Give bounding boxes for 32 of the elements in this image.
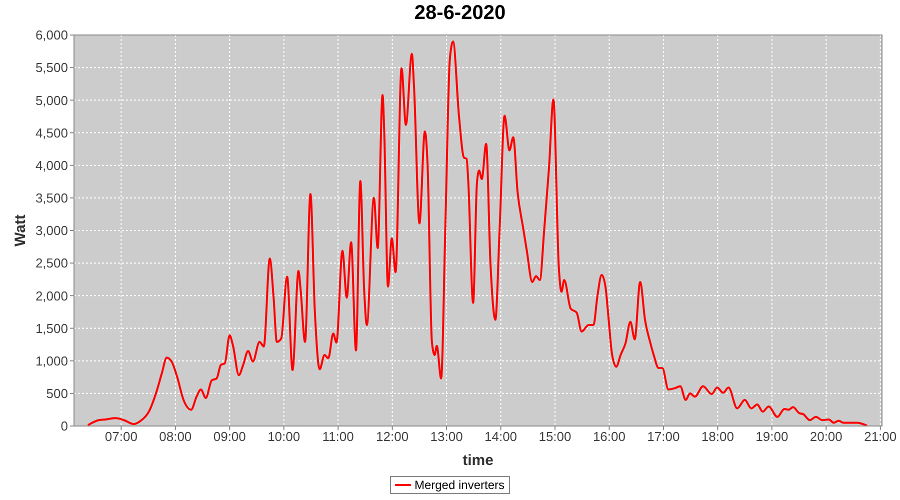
x-tick-label: 19:00 [756,429,788,444]
x-tick-label: 12:00 [376,429,409,444]
y-tick-label: 1,500 [35,320,68,336]
x-tick-label: 14:00 [484,429,518,444]
y-tick-label: 5,500 [35,60,68,76]
y-tick-label: 4,500 [35,125,68,140]
x-tick-label: 09:00 [213,429,246,444]
x-axis-title: time [462,452,494,469]
chart-title: 28-6-2020 [413,2,507,25]
y-axis-title: Watt [12,214,28,246]
y-tick-label: 3,500 [35,190,68,206]
y-tick-label: 2,500 [35,256,68,271]
y-tick-label: 3,000 [35,223,68,238]
x-tick-label: 18:00 [701,429,734,444]
x-tick-label: 20:00 [810,429,842,444]
legend-label: Merged inverters [414,478,505,492]
x-tick-label: 08:00 [159,429,192,444]
y-tick-label: 4,000 [35,158,68,173]
y-tick-label: 2,000 [35,288,68,304]
x-tick-label: 10:00 [268,429,300,444]
y-tick-label: 5,000 [35,92,68,108]
x-tick-label: 16:00 [592,429,626,444]
x-tick-label: 07:00 [104,429,138,444]
y-tick-label: 0 [60,418,68,434]
x-tick-label: 15:00 [538,429,572,444]
y-tick-label: 6,000 [35,28,68,43]
y-tick-label: 500 [46,386,68,402]
x-tick-label: 11:00 [322,429,354,444]
x-tick-label: 13:00 [430,429,463,444]
x-tick-label: 17:00 [647,429,680,444]
y-tick-label: 1,000 [35,353,68,368]
x-tick-label: 21:00 [864,429,897,444]
